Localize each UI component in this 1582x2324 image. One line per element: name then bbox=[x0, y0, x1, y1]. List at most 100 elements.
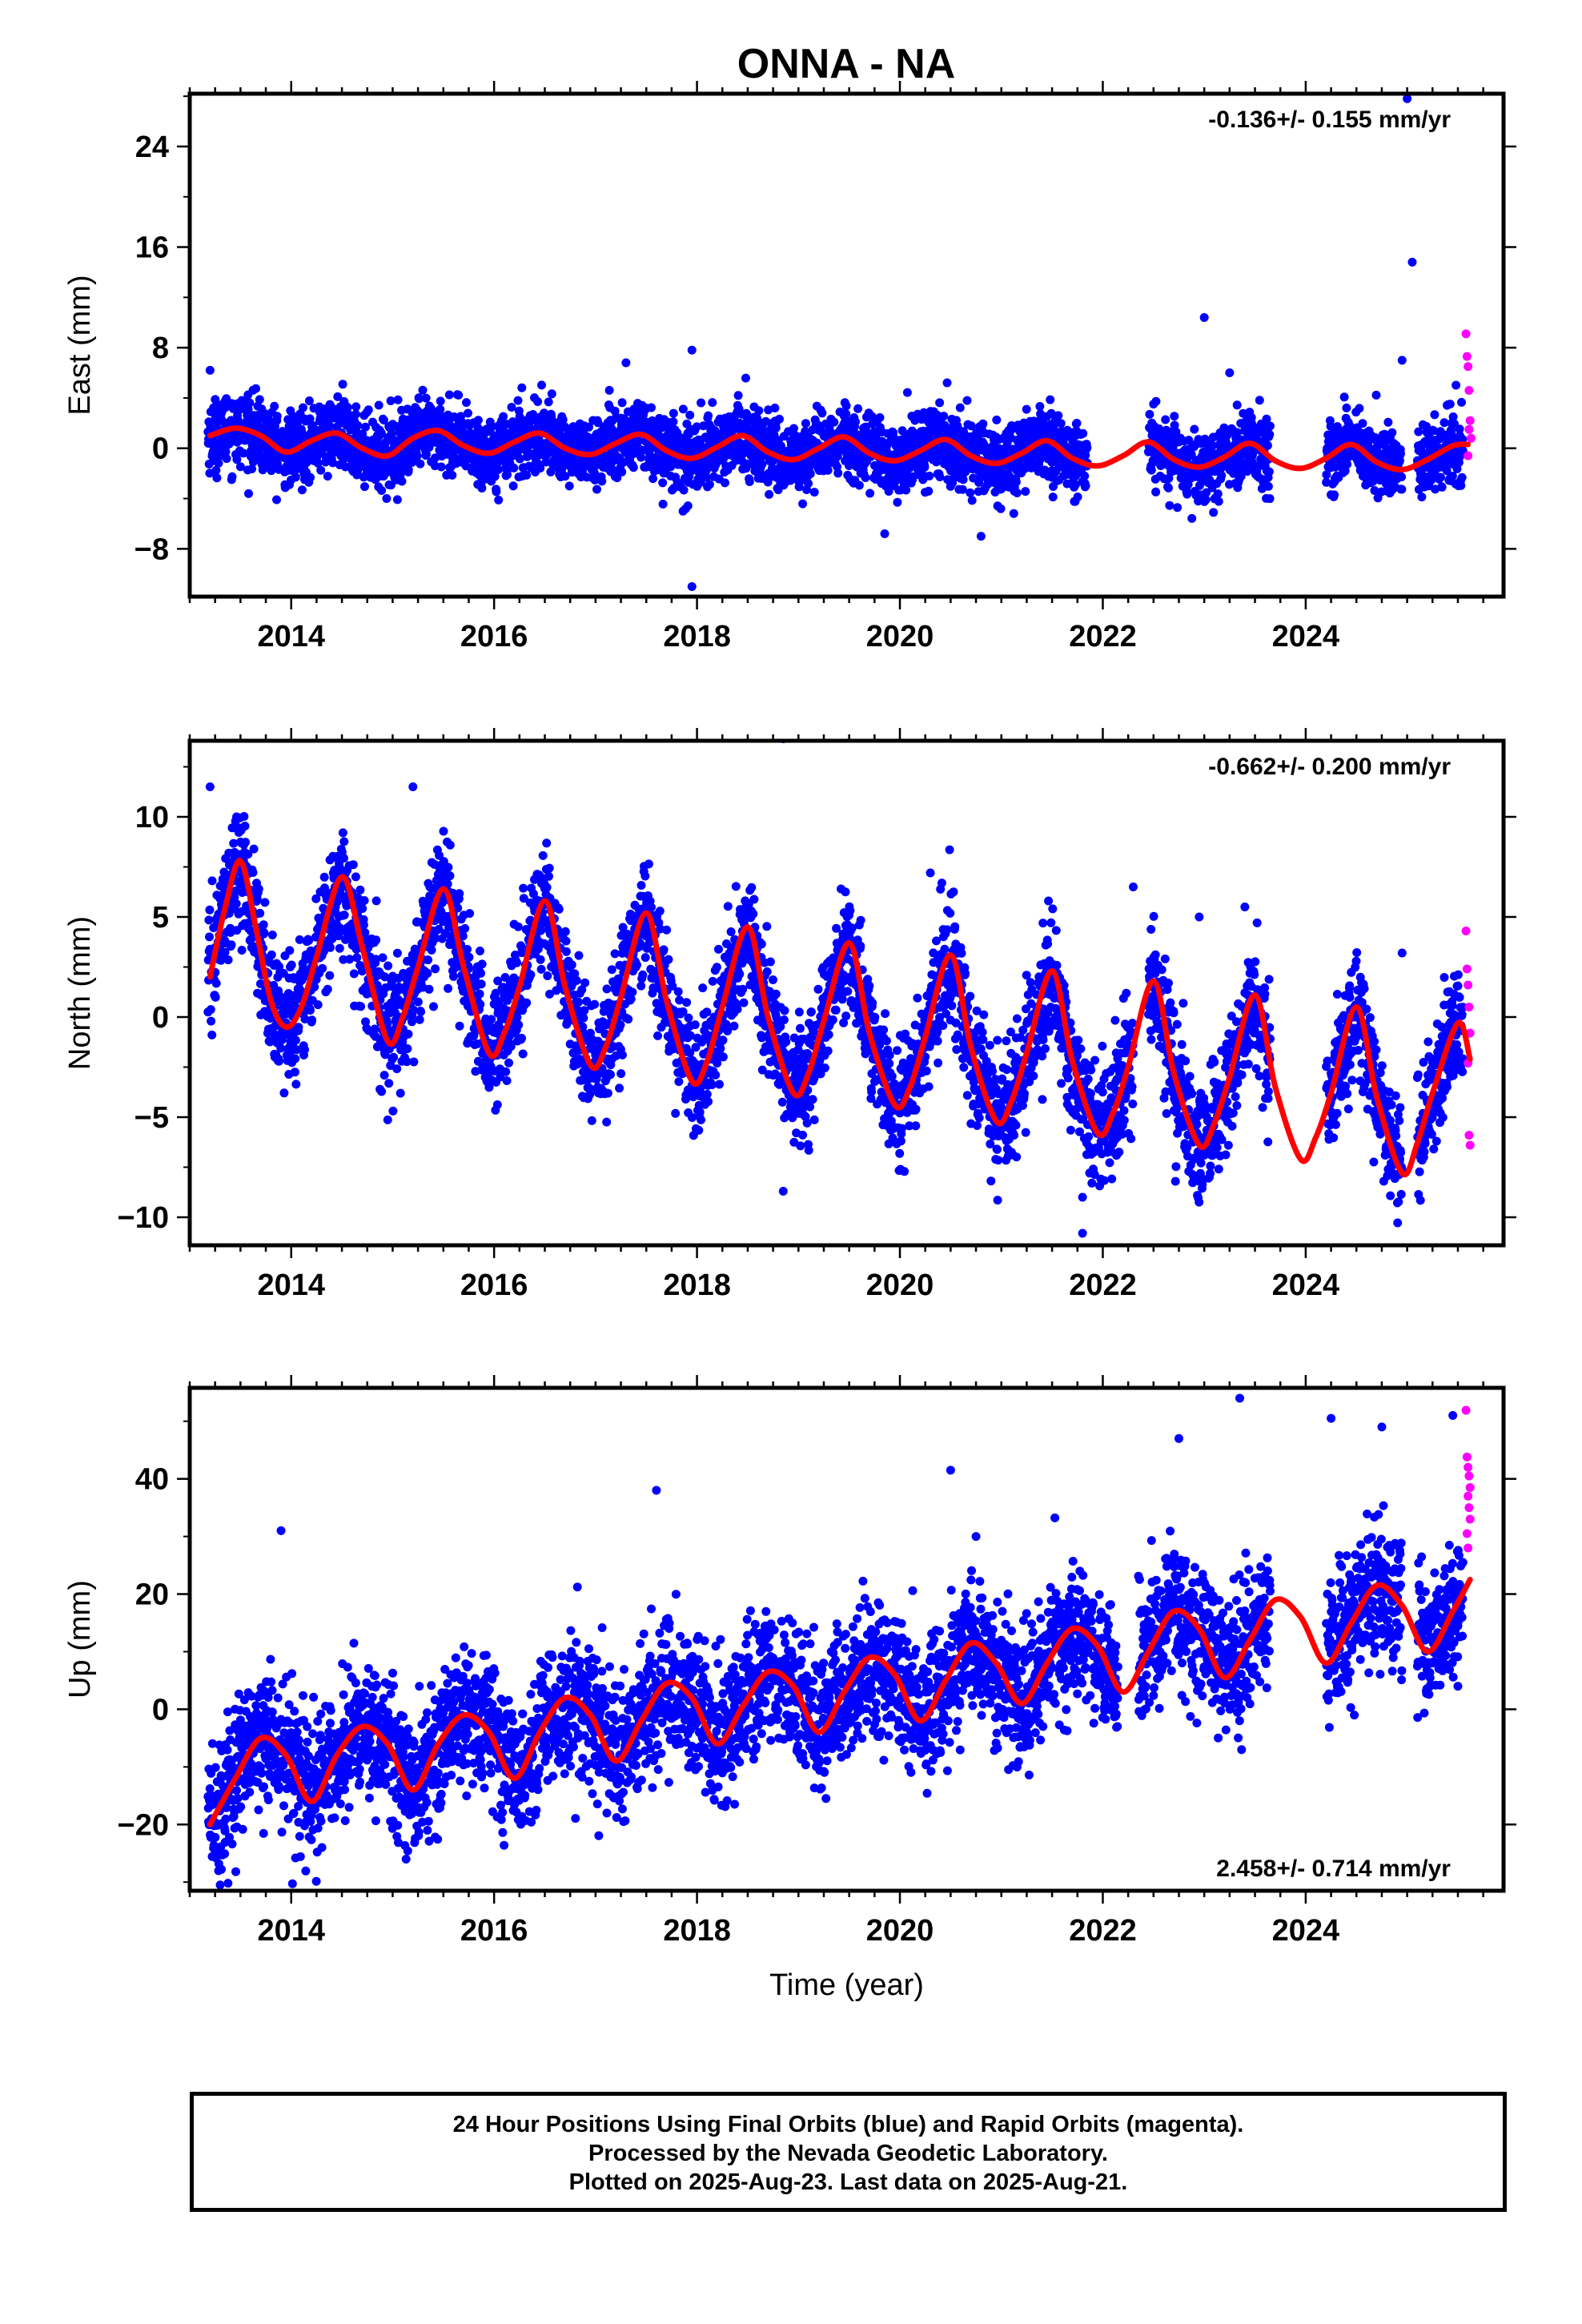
x-tick-label: 2016 bbox=[460, 1269, 528, 1302]
outlier-point bbox=[1397, 356, 1407, 365]
caption-box: 24 Hour Positions Using Final Orbits (bl… bbox=[190, 2092, 1507, 2212]
model-line bbox=[207, 858, 1473, 1178]
outlier-point bbox=[621, 358, 631, 368]
caption-line-1: 24 Hour Positions Using Final Orbits (bl… bbox=[452, 2112, 1244, 2137]
panel-up: 2014 2016 2018 2020 2022 2024 −20 0 20 40 Up (mm… bbox=[63, 1375, 1516, 2002]
rapid-orbit-point bbox=[1464, 1491, 1473, 1501]
rapid-orbit-point bbox=[1462, 964, 1472, 974]
outlier-point bbox=[1327, 1413, 1336, 1423]
rapid-orbit-point bbox=[1461, 329, 1471, 339]
model-line bbox=[207, 425, 1472, 472]
x-tick-label: 2014 bbox=[257, 1914, 325, 1948]
rapid-points bbox=[1461, 927, 1475, 1150]
x-tick-label: 2024 bbox=[1272, 1914, 1340, 1948]
x-tick-label: 2020 bbox=[866, 1914, 934, 1948]
y-tick-labels: −20 0 20 40 bbox=[118, 1463, 169, 1843]
x-tick-labels: 2014 2016 2018 2020 2022 2024 bbox=[257, 1914, 1339, 1948]
x-axis-label: Time (year) bbox=[769, 1968, 924, 2002]
rapid-orbit-point bbox=[1464, 362, 1473, 372]
y-tick-label: 0 bbox=[152, 432, 169, 466]
rapid-points bbox=[1461, 1405, 1475, 1553]
y-tick-labels: −8 0 8 16 24 bbox=[135, 131, 169, 566]
x-tick-labels: 2014 2016 2018 2020 2022 2024 bbox=[257, 1269, 1339, 1302]
final-orbit-points bbox=[203, 812, 1468, 1228]
rapid-orbit-point bbox=[1466, 433, 1476, 443]
rapid-orbit-point bbox=[1462, 1529, 1472, 1538]
x-tick-label: 2014 bbox=[257, 1269, 325, 1302]
y-tick-label: 5 bbox=[152, 901, 169, 935]
x-tick-label: 2018 bbox=[663, 1269, 731, 1302]
rate-annotation: 2.458+/- 0.714 mm/yr bbox=[1216, 1856, 1451, 1882]
x-tick-label: 2022 bbox=[1069, 1269, 1137, 1302]
x-tick-label: 2022 bbox=[1069, 620, 1137, 653]
y-axis-label: East (mm) bbox=[63, 275, 97, 415]
outlier-point bbox=[1235, 1393, 1245, 1403]
rapid-orbit-point bbox=[1465, 416, 1475, 425]
plot-frame bbox=[187, 91, 1506, 599]
y-tick-label: 0 bbox=[152, 1001, 169, 1035]
outlier-point bbox=[652, 1486, 661, 1495]
y-tick-label: 40 bbox=[135, 1463, 169, 1497]
outlier-point bbox=[205, 365, 215, 375]
rapid-orbit-point bbox=[1464, 1503, 1474, 1513]
model-curve bbox=[207, 1577, 1473, 1827]
caption-line-2: Processed by the Nevada Geodetic Laborat… bbox=[588, 2141, 1108, 2166]
model-curve bbox=[207, 425, 1472, 472]
rapid-orbit-point bbox=[1461, 927, 1471, 935]
outlier-point bbox=[687, 581, 697, 591]
rapid-orbit-point bbox=[1462, 1452, 1472, 1462]
rapid-orbit-point bbox=[1465, 1140, 1475, 1150]
y-tick-label: 0 bbox=[152, 1693, 169, 1727]
x-tick-label: 2018 bbox=[663, 1914, 731, 1948]
model-curve bbox=[207, 858, 1473, 1178]
y-tick-label: 8 bbox=[152, 332, 169, 365]
rapid-orbit-point bbox=[1464, 1131, 1474, 1140]
outlier-point bbox=[880, 529, 889, 538]
final-orbit-points bbox=[203, 1501, 1468, 1891]
rapid-orbit-point bbox=[1461, 1405, 1471, 1415]
x-tick-label: 2022 bbox=[1069, 1914, 1137, 1948]
caption-line-3: Plotted on 2025-Aug-23. Last data on 202… bbox=[568, 2169, 1128, 2195]
rapid-orbit-point bbox=[1464, 424, 1474, 434]
y-tick-label: 24 bbox=[135, 131, 169, 164]
y-tick-label: −20 bbox=[118, 1808, 169, 1842]
outlier-point bbox=[1225, 368, 1235, 378]
outlier-point bbox=[1453, 1682, 1463, 1691]
rate-annotation: -0.136+/- 0.155 mm/yr bbox=[1208, 107, 1451, 133]
outlier-point bbox=[1128, 883, 1138, 891]
outlier-point bbox=[408, 782, 418, 791]
y-tick-label: −8 bbox=[135, 533, 169, 566]
outlier-point bbox=[1448, 1411, 1458, 1421]
outlier-point bbox=[926, 868, 935, 878]
rapid-orbit-point bbox=[1464, 1003, 1474, 1011]
x-tick-label: 2024 bbox=[1272, 1269, 1340, 1302]
outlier-point bbox=[1240, 903, 1250, 911]
outlier-point bbox=[946, 1466, 955, 1475]
outlier-point bbox=[1199, 312, 1209, 322]
outlier-point bbox=[205, 782, 215, 791]
rapid-orbit-point bbox=[1464, 1462, 1473, 1472]
rapid-orbit-point bbox=[1465, 1514, 1475, 1524]
x-tick-labels: 2014 2016 2018 2020 2022 2024 bbox=[257, 620, 1339, 653]
y-tick-label: −10 bbox=[118, 1201, 169, 1235]
outlier-point bbox=[1078, 1192, 1087, 1202]
x-tick-label: 2016 bbox=[460, 620, 528, 653]
rapid-orbit-point bbox=[1464, 1543, 1473, 1553]
plot-frame bbox=[187, 1385, 1506, 1893]
outlier-point bbox=[1377, 1422, 1387, 1432]
y-tick-labels: −10 −5 0 5 10 bbox=[118, 801, 169, 1235]
outlier-point bbox=[1174, 1433, 1184, 1443]
outlier-point bbox=[1078, 1228, 1087, 1238]
rapid-orbit-point bbox=[1465, 1482, 1475, 1492]
outlier-point bbox=[1407, 257, 1417, 267]
y-tick-label: 16 bbox=[135, 231, 169, 265]
y-tick-label: 10 bbox=[135, 801, 169, 834]
outlier-point bbox=[1195, 912, 1204, 922]
final-orbit-points bbox=[203, 373, 1468, 523]
tick-marks bbox=[177, 728, 1516, 1258]
y-tick-label: −5 bbox=[135, 1101, 169, 1135]
outlier-point bbox=[276, 1526, 286, 1535]
x-tick-label: 2016 bbox=[460, 1914, 528, 1948]
outlier-point bbox=[687, 345, 697, 355]
